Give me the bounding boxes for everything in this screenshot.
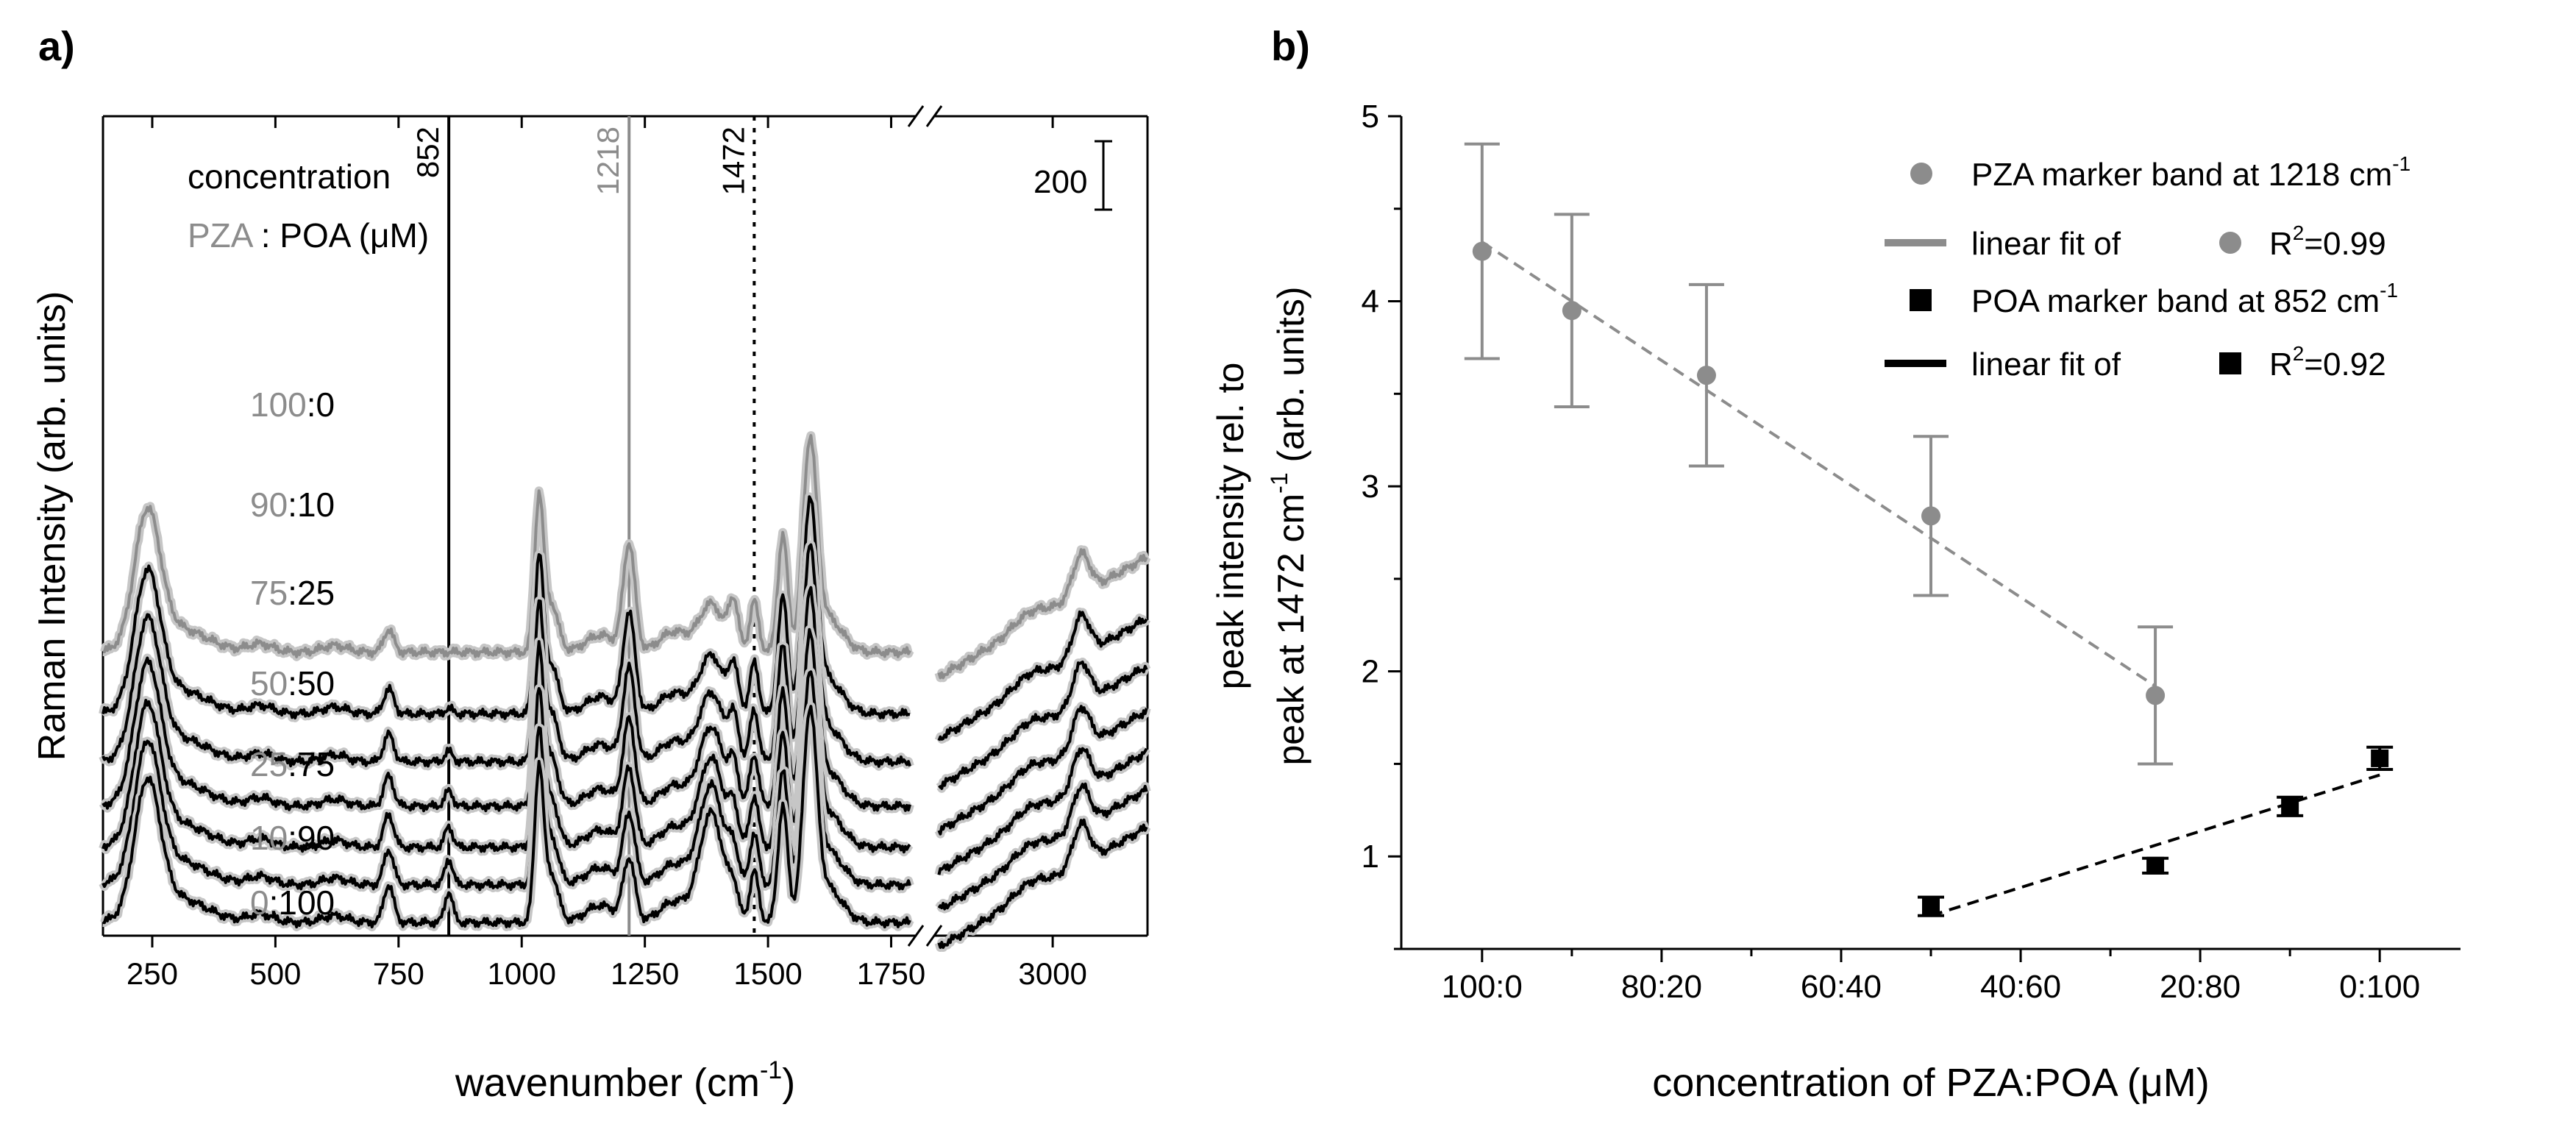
spectrum-hi-100:0	[937, 548, 1148, 680]
legend-pza-marker	[1910, 163, 1932, 185]
concentration-units: PZA : POA (μM)	[188, 216, 429, 255]
y-tick-label-4: 4	[1362, 284, 1379, 320]
panel-b-y-axis-title-line1: peak intensity rel. to	[1210, 363, 1251, 690]
x-tick-label-20:80: 20:80	[2160, 969, 2241, 1005]
legend-poa-marker	[1910, 289, 1932, 311]
marker-label-852: 852	[410, 127, 445, 178]
concentration-title: concentration	[188, 157, 391, 196]
spectrum-hi-25:75	[937, 747, 1148, 875]
point-poa-10	[2281, 797, 2299, 816]
series-label-100:0: 100:0	[250, 385, 335, 424]
panel-a-label: a)	[38, 23, 75, 69]
point-poa-25	[2146, 856, 2165, 875]
point-pza-100	[1472, 241, 1492, 261]
x-tick-label-0:100: 0:100	[2339, 969, 2420, 1005]
spectrum-hi-50:50	[937, 705, 1148, 836]
legend-poa-fit-marker	[2219, 352, 2241, 374]
panel-a-x-axis-title: wavenumber (cm-1)	[455, 1056, 795, 1105]
legend-pza-r2: R2=0.99	[2269, 221, 2386, 262]
panel-a-spectra	[99, 431, 1151, 952]
spectrum-hi-10:90	[937, 782, 1148, 911]
tick-label-1500: 1500	[733, 956, 802, 991]
marker-label-1472: 1472	[716, 127, 750, 195]
fit-line-1	[1930, 773, 2380, 917]
legend-poa-r2: R2=0.92	[2269, 342, 2386, 383]
panel-b-x-ticks: 100:0 80:20 60:40 40:60 20:80 0:100	[1442, 949, 2420, 1005]
tick-label-3000: 3000	[1018, 956, 1086, 991]
fit-line-0	[1481, 241, 2157, 688]
spectrum-hi-90:10	[937, 610, 1148, 741]
panel-b-y-ticks: 1 2 3 4 5	[1362, 99, 1401, 950]
panel-b-y-axis-title-line2: peak at 1472 cm-1 (arb. units)	[1266, 287, 1312, 766]
panel-a: a) 250 500 750 1000 1250 1500 1750 3000 852 1218…	[31, 23, 1151, 1105]
y-tick-label-3: 3	[1362, 469, 1379, 505]
series-label-75:25: 75:25	[250, 574, 335, 612]
point-poa-50	[1922, 897, 1940, 916]
point-pza-25	[2146, 686, 2166, 705]
point-pza-90	[1562, 301, 1581, 321]
panel-b-points	[1464, 142, 2394, 917]
y-tick-label-5: 5	[1362, 99, 1379, 135]
panel-b-fit-lines	[1481, 241, 2380, 917]
panel-a-x-ticks: 250 500 750 1000 1250 1500 1750 3000	[127, 116, 1087, 991]
legend-poa-fit-label: linear fit of	[1971, 346, 2121, 383]
panel-a-y-axis-title: Raman Intensity (arb. units)	[31, 291, 74, 761]
x-tick-label-80:20: 80:20	[1621, 969, 1702, 1005]
spectrum-0:100	[102, 705, 911, 929]
panel-a-series-labels: 100:0 90:10 75:25 50:50 25:75 10:90 0:100	[250, 385, 335, 922]
panel-b-label: b)	[1271, 23, 1310, 69]
marker-label-1218: 1218	[591, 127, 625, 195]
point-pza-75	[1696, 366, 1716, 385]
scale-bar-label: 200	[1033, 164, 1087, 200]
panel-b-x-axis-title: concentration of PZA:POA (μM)	[1652, 1061, 2209, 1105]
series-label-10:90: 10:90	[250, 819, 335, 857]
legend-pza-label: PZA	[188, 216, 254, 255]
series-label-25:75: 25:75	[250, 745, 335, 783]
legend-poa-name: POA marker band at 852 cm-1	[1971, 279, 2398, 319]
series-label-0:100: 0:100	[250, 883, 335, 922]
legend-pza-fit-marker	[2219, 232, 2241, 254]
tick-label-750: 750	[373, 956, 424, 991]
series-label-50:50: 50:50	[250, 664, 335, 702]
series-label-90:10: 90:10	[250, 485, 335, 524]
legend-pza-fit-label: linear fit of	[1971, 226, 2121, 262]
tick-label-1250: 1250	[611, 956, 679, 991]
panel-b-legend: PZA marker band at 1218 cm-1 linear fit …	[1885, 152, 2410, 383]
scale-bar: 200	[1033, 140, 1112, 211]
tick-label-250: 250	[127, 956, 178, 991]
tick-label-1000: 1000	[488, 956, 556, 991]
spectrum-hi-75:25	[938, 661, 1148, 790]
axis-break-top	[907, 105, 943, 127]
spectrum-hi-0:100	[937, 818, 1148, 949]
spectrum-100:0	[102, 434, 911, 658]
tick-label-1750: 1750	[857, 956, 925, 991]
x-tick-label-60:40: 60:40	[1801, 969, 1882, 1005]
x-tick-label-100:0: 100:0	[1442, 969, 1523, 1005]
y-tick-label-2: 2	[1362, 654, 1379, 690]
legend-pza-name: PZA marker band at 1218 cm-1	[1971, 152, 2410, 193]
point-poa-0	[2371, 749, 2389, 767]
tick-label-500: 500	[249, 956, 301, 991]
y-tick-label-1: 1	[1362, 839, 1379, 875]
axis-break-bottom	[907, 925, 943, 947]
point-pza-50	[1921, 506, 1940, 526]
x-tick-label-40:60: 40:60	[1980, 969, 2061, 1005]
